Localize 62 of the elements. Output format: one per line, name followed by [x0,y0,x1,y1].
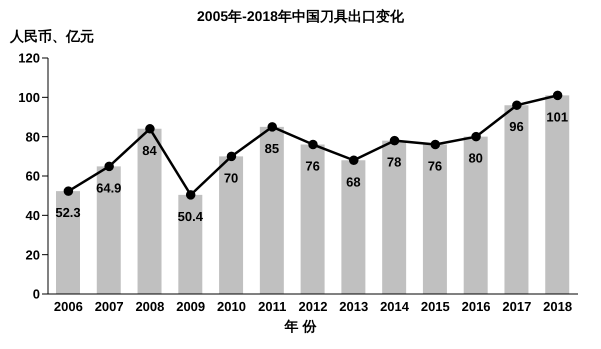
point [145,124,155,134]
point [512,100,522,110]
x-tick-label: 2016 [462,299,491,314]
y-tick-label: 20 [26,247,40,262]
point [552,90,562,100]
data-label: 85 [264,140,280,156]
x-tick-label: 2017 [502,299,532,314]
x-tick-label: 2012 [298,299,328,314]
data-label: 76 [428,158,442,174]
y-tick-label: 60 [26,168,40,184]
y-tick-label: 0 [32,286,40,302]
data-label: 101 [546,109,568,124]
data-label: 52.3 [55,205,81,220]
point [64,186,74,196]
bar [260,126,284,294]
x-tick-label: 2007 [94,299,124,314]
bar [56,191,80,294]
x-axis-title: 年 份 [283,318,318,336]
data-label: 76 [305,158,320,174]
x-tick-label: 2015 [420,299,450,314]
x-tick-label: 2011 [258,299,286,314]
point [471,132,481,142]
y-tick-label: 40 [26,208,40,223]
bar [422,144,447,294]
point [430,140,440,150]
x-tick-label: 2006 [54,299,83,314]
data-label: 78 [386,154,402,170]
point [308,140,318,150]
y-tick-label: 100 [18,90,40,105]
y-tick-label: 120 [18,50,40,66]
data-label: 70 [224,170,238,186]
point [186,190,196,200]
point [226,152,236,162]
data-label: 50.4 [178,208,204,224]
x-tick-label: 2014 [380,299,410,314]
bar [341,160,366,294]
x-tick-label: 2018 [543,299,572,314]
data-label: 84 [142,142,158,158]
x-tick-label: 2013 [339,299,368,314]
bar [464,136,488,294]
x-tick-label: 2008 [135,299,164,314]
bar [545,95,570,294]
data-label: 96 [509,119,524,134]
bar [96,166,121,294]
data-label: 68 [346,174,361,190]
data-label: 64.9 [96,180,122,196]
bar [504,105,528,294]
point [267,122,277,132]
y-tick-label: 80 [26,129,40,144]
x-tick-label: 2010 [217,299,246,314]
bar [219,156,244,294]
point [104,162,114,172]
x-tick-label: 2009 [176,299,206,314]
data-label: 80 [468,150,483,166]
bar [382,140,406,294]
point [349,156,359,166]
bar [138,128,162,294]
chart-title: 2005年-2018年中国刀具出口变化 [196,8,405,26]
point [390,136,400,146]
bar [300,144,325,294]
y-axis-title: 人民币、亿元 [10,28,94,46]
bar [178,194,202,294]
